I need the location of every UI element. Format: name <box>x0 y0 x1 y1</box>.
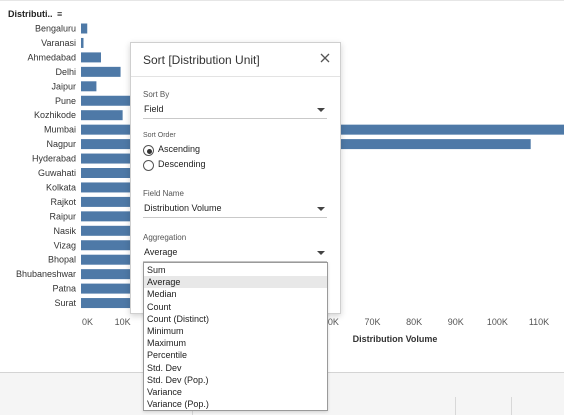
aggregation-value: Average <box>144 247 178 257</box>
y-tick-label[interactable]: Jaipur <box>51 81 76 91</box>
radio-circle <box>143 145 154 156</box>
x-axis-title: Distribution Volume <box>353 334 438 344</box>
x-tick-label: 80K <box>406 317 422 327</box>
dropdown-option[interactable]: Maximum <box>144 337 327 349</box>
sort-icon[interactable]: ≡ <box>57 9 63 19</box>
dropdown-option-label: Variance <box>147 387 182 397</box>
sort-order-label: Sort Order <box>143 132 176 139</box>
descending-label: Descending <box>158 159 206 169</box>
ascending-label: Ascending <box>158 144 201 154</box>
bar[interactable] <box>81 168 136 178</box>
y-tick-label[interactable]: Hyderabad <box>32 154 76 164</box>
dropdown-option[interactable]: Median <box>144 288 327 300</box>
chevron-down-icon <box>317 207 325 211</box>
y-tick-label[interactable]: Kozhikode <box>34 110 76 120</box>
dropdown-option[interactable]: Count <box>144 301 327 313</box>
dropdown-option-label: Median <box>147 289 177 300</box>
y-tick-label[interactable]: Delhi <box>55 67 76 77</box>
dropdown-option-label: Minimum <box>147 326 184 336</box>
y-tick-label[interactable]: Raipur <box>49 211 76 221</box>
dropdown-option[interactable]: Count (Distinct) <box>144 313 327 325</box>
dropdown-option-label: Variance (Pop.) <box>147 399 209 410</box>
bar[interactable] <box>81 66 121 77</box>
bar[interactable] <box>81 182 136 193</box>
aggregation-dropdown-list: Sum Average Median Count Count (Distinct) Min… <box>143 262 328 411</box>
y-tick-label[interactable]: Pune <box>55 96 76 106</box>
dropdown-option-label: Maximum <box>147 338 187 349</box>
y-tick-label[interactable]: Vizag <box>54 240 76 250</box>
y-tick-label[interactable]: Varanasi <box>41 38 76 48</box>
dropdown-option-label: Count <box>147 301 172 312</box>
bar[interactable] <box>81 298 136 309</box>
field-header-label: Distributi.. <box>8 9 53 19</box>
bar[interactable] <box>81 240 136 251</box>
dropdown-option[interactable]: Minimum <box>144 325 327 337</box>
dropdown-option[interactable]: Variance <box>144 386 327 398</box>
top-border <box>0 0 564 1</box>
field-header[interactable]: Distributi.. ≡ <box>8 9 62 19</box>
field-name-value: Distribution Volume <box>144 203 222 213</box>
dropdown-option[interactable]: Std. Dev (Pop.) <box>144 374 327 386</box>
bar[interactable] <box>81 37 84 48</box>
chevron-down-icon <box>317 251 325 255</box>
y-tick-label[interactable]: Bengaluru <box>35 24 76 34</box>
dropdown-option-label: Std. Dev (Pop.) <box>147 374 209 385</box>
dialog-title: Sort [Distribution Unit] <box>143 53 260 67</box>
field-name-label: Field Name <box>143 189 184 198</box>
bar[interactable] <box>81 269 136 280</box>
dropdown-option[interactable]: Sum <box>144 264 327 276</box>
radio-circle <box>143 160 154 171</box>
dropdown-option-label: Average <box>147 277 181 288</box>
close-icon[interactable] <box>318 51 332 65</box>
dropdown-option-label: Count (Distinct) <box>147 313 210 324</box>
bar[interactable] <box>81 153 136 164</box>
strip-divider <box>511 397 512 415</box>
bar[interactable] <box>81 52 101 63</box>
sort-by-label: Sort By <box>143 90 170 99</box>
sort-by-select[interactable]: Field <box>143 102 327 119</box>
y-tick-label[interactable]: Bhubaneshwar <box>16 269 76 279</box>
dropdown-option-label: Sum <box>147 265 166 275</box>
strip-divider <box>455 397 456 415</box>
y-tick-label[interactable]: Mumbai <box>44 125 76 135</box>
y-tick-label[interactable]: Nasik <box>53 226 76 236</box>
y-tick-label[interactable]: Guwahati <box>38 168 76 178</box>
x-tick-label: 90K <box>448 317 464 327</box>
bar[interactable] <box>81 254 136 265</box>
chevron-down-icon <box>317 108 325 112</box>
x-tick-label: 0K <box>82 317 93 327</box>
bar[interactable] <box>81 95 136 106</box>
y-tick-label[interactable]: Ahmedabad <box>27 52 76 62</box>
field-name-select[interactable]: Distribution Volume <box>143 201 327 218</box>
dropdown-option[interactable]: Average <box>144 276 327 289</box>
bar[interactable] <box>81 225 136 236</box>
x-tick-label: 10K <box>115 317 131 327</box>
bar[interactable] <box>81 81 97 92</box>
dropdown-option-label: Std. Dev <box>147 362 182 373</box>
y-tick-label[interactable]: Bhopal <box>48 255 76 265</box>
sort-by-value: Field <box>144 104 164 114</box>
y-tick-label[interactable]: Nagpur <box>46 139 76 149</box>
dropdown-option-label: Percentile <box>147 350 188 361</box>
aggregation-label: Aggregation <box>143 233 187 242</box>
y-tick-label[interactable]: Kolkata <box>46 182 76 192</box>
y-tick-label[interactable]: Patna <box>52 284 76 294</box>
x-tick-label: 60K <box>323 317 339 327</box>
radio-selected-dot <box>147 149 152 154</box>
title-divider <box>131 76 340 77</box>
bar[interactable] <box>81 283 136 294</box>
dropdown-option[interactable]: Std. Dev <box>144 362 327 374</box>
x-tick-label: 70K <box>364 317 380 327</box>
aggregation-select[interactable]: Average <box>143 245 327 262</box>
x-tick-label: 100K <box>487 317 508 327</box>
bar[interactable] <box>81 23 88 34</box>
bar[interactable] <box>81 110 123 121</box>
y-tick-label[interactable]: Surat <box>54 298 76 308</box>
dropdown-option[interactable]: Percentile <box>144 349 327 361</box>
bar[interactable] <box>81 211 136 222</box>
x-tick-label: 110K <box>529 317 549 327</box>
dropdown-option[interactable]: Variance (Pop.) <box>144 398 327 410</box>
y-tick-label[interactable]: Rajkot <box>50 197 76 207</box>
bar[interactable] <box>81 196 136 207</box>
